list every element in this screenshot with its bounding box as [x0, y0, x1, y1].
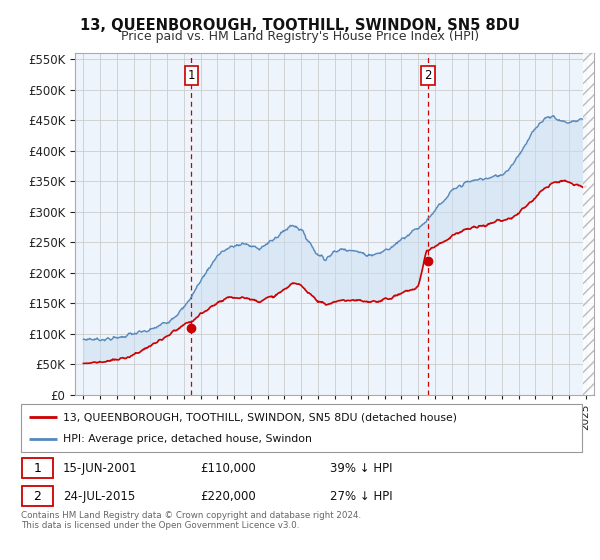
Text: 39% ↓ HPI: 39% ↓ HPI — [329, 461, 392, 474]
FancyBboxPatch shape — [22, 486, 53, 506]
Text: HPI: Average price, detached house, Swindon: HPI: Average price, detached house, Swin… — [63, 434, 312, 444]
Text: 15-JUN-2001: 15-JUN-2001 — [63, 461, 138, 474]
Text: 1: 1 — [34, 461, 41, 474]
Bar — [583, 53, 594, 395]
Text: Contains HM Land Registry data © Crown copyright and database right 2024.
This d: Contains HM Land Registry data © Crown c… — [21, 511, 361, 530]
Text: 13, QUEENBOROUGH, TOOTHILL, SWINDON, SN5 8DU (detached house): 13, QUEENBOROUGH, TOOTHILL, SWINDON, SN5… — [63, 412, 457, 422]
FancyBboxPatch shape — [22, 458, 53, 478]
Text: 13, QUEENBOROUGH, TOOTHILL, SWINDON, SN5 8DU: 13, QUEENBOROUGH, TOOTHILL, SWINDON, SN5… — [80, 18, 520, 33]
Text: 2: 2 — [424, 69, 431, 82]
Text: 2: 2 — [34, 489, 41, 503]
Text: 24-JUL-2015: 24-JUL-2015 — [63, 489, 136, 503]
Text: Price paid vs. HM Land Registry's House Price Index (HPI): Price paid vs. HM Land Registry's House … — [121, 30, 479, 43]
Text: 27% ↓ HPI: 27% ↓ HPI — [329, 489, 392, 503]
FancyBboxPatch shape — [21, 404, 582, 452]
Text: 1: 1 — [188, 69, 195, 82]
Text: £220,000: £220,000 — [200, 489, 256, 503]
Text: £110,000: £110,000 — [200, 461, 256, 474]
